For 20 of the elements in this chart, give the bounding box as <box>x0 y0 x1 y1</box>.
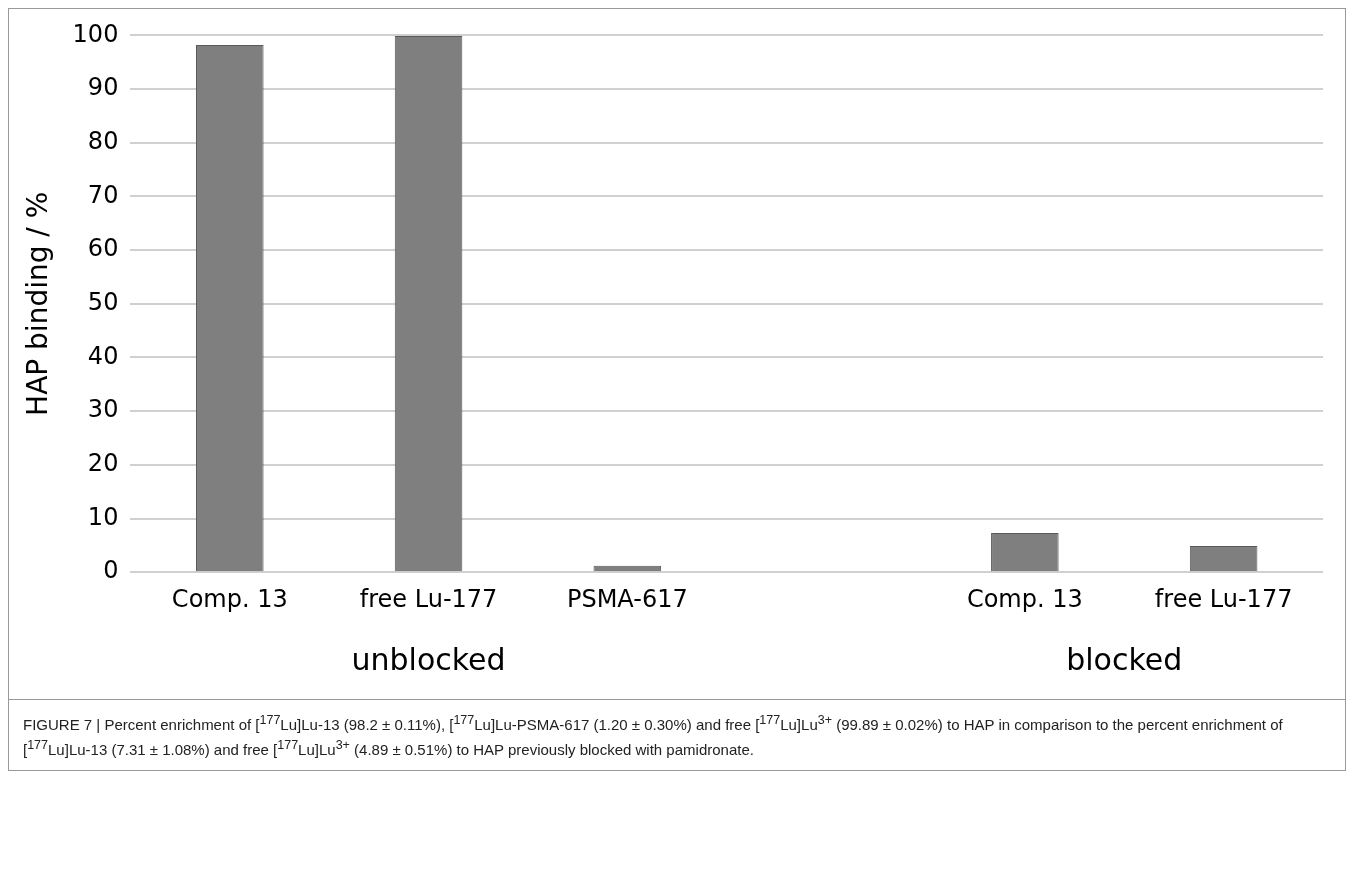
y-tick-label: 10 <box>87 502 119 531</box>
text: blocked <box>1066 641 1183 677</box>
x-tick-label: free Lu-177 <box>359 584 498 613</box>
x-tick-label: PSMA-617 <box>566 584 688 613</box>
x-tick-label: Comp. 13 <box>171 584 288 613</box>
y-tick-label: 0 <box>103 556 119 585</box>
y-axis-title: HAP binding / % <box>21 191 55 416</box>
y-tick-label: 80 <box>87 126 119 155</box>
y-tick-label: 100 <box>72 19 119 48</box>
text: FIGURE 7 | Percent enrichment of [$^{177}$Lu]Lu-13 (98.2 ± 0.11%), [$^{177}$Lu]Lu-PSMA-617 (1.20 ± 0.30%) and free [$^{177}$Lu]Lu$^{3+}$ (99.89 ± 0.02%) to HAP in comparison to the percent enrichment of [$^{177}$Lu]Lu-13 (7.31 ± 1.08%) and free [$^{177}$Lu]Lu$^{3+}$ (4.89 ± 0.51%) to HAP previously blocked with pamidronate. <box>23 713 1283 758</box>
y-tick-label: 50 <box>87 288 119 317</box>
y-tick-label: 60 <box>87 234 119 263</box>
y-tick-label: 40 <box>87 341 119 370</box>
y-tick-label: 20 <box>87 449 119 478</box>
y-tick-label: 70 <box>87 180 119 209</box>
y-tick-label: 30 <box>87 395 119 424</box>
y-tick-label: 90 <box>87 73 119 102</box>
text: unblocked <box>351 641 506 677</box>
x-tick-label: Comp. 13 <box>966 584 1083 613</box>
x-tick-label: free Lu-177 <box>1154 584 1293 613</box>
